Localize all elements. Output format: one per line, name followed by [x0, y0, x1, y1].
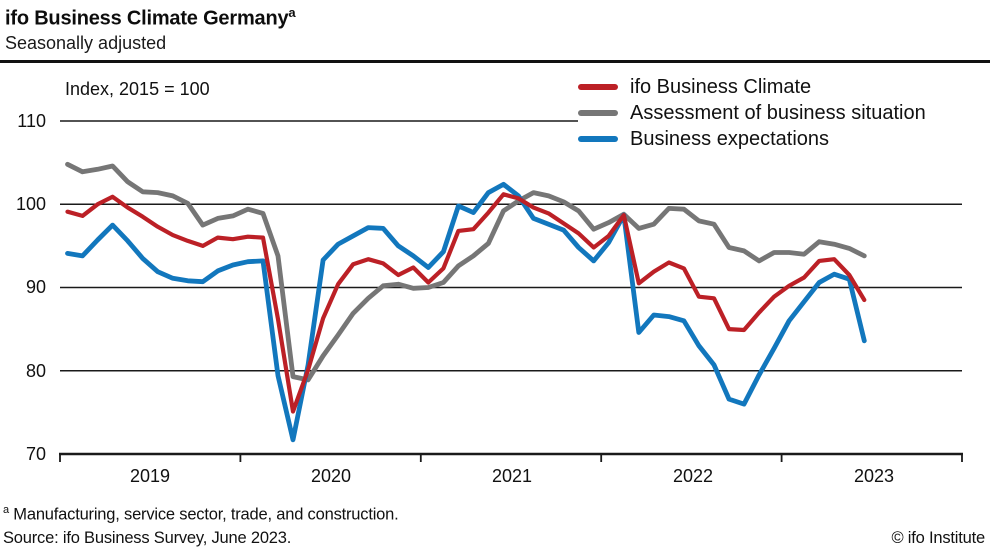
y-axis-tick-70: 70: [25, 444, 46, 464]
title-text: ifo Business Climate Germany: [5, 7, 289, 30]
x-axis-tick-2022: 2022: [672, 466, 714, 486]
red-line-swatch: [578, 84, 618, 90]
legend-item-business-expectations: Business expectations: [578, 126, 970, 152]
y-axis-tick-100: 100: [15, 194, 46, 214]
footnote: a Manufacturing, service sector, trade, …: [3, 504, 399, 525]
legend: ifo Business Climate Assessment of busin…: [578, 74, 970, 156]
x-axis-tick-2019: 2019: [129, 466, 171, 486]
axis-unit-note: Index, 2015 = 100: [65, 79, 210, 99]
copyright-note: © ifo Institute: [891, 529, 985, 547]
gray-line-swatch: [578, 110, 618, 116]
legend-label: Business expectations: [630, 127, 830, 150]
legend-item-business-climate: ifo Business Climate: [578, 74, 970, 100]
legend-label: ifo Business Climate: [630, 75, 812, 98]
footnote-marker: a: [3, 504, 9, 516]
legend-label: Assessment of business situation: [630, 101, 926, 124]
x-axis-tick-2023: 2023: [853, 466, 895, 486]
legend-item-business-situation: Assessment of business situation: [578, 100, 970, 126]
title-divider: [0, 60, 990, 63]
page-title: ifo Business Climate Germanya: [5, 5, 296, 31]
x-axis-tick-2021: 2021: [491, 466, 533, 486]
y-axis-tick-110: 110: [17, 111, 46, 131]
x-axis-tick-2020: 2020: [310, 466, 352, 486]
y-axis-tick-80: 80: [25, 361, 46, 381]
chart-subtitle: Seasonally adjusted: [5, 33, 167, 53]
blue-line-swatch: [578, 136, 618, 142]
footnote-text: Manufacturing, service sector, trade, an…: [8, 505, 399, 524]
y-axis-tick-90: 90: [25, 277, 46, 297]
title-footnote-marker: a: [288, 5, 296, 20]
source-note: Source: ifo Business Survey, June 2023.: [3, 529, 292, 547]
